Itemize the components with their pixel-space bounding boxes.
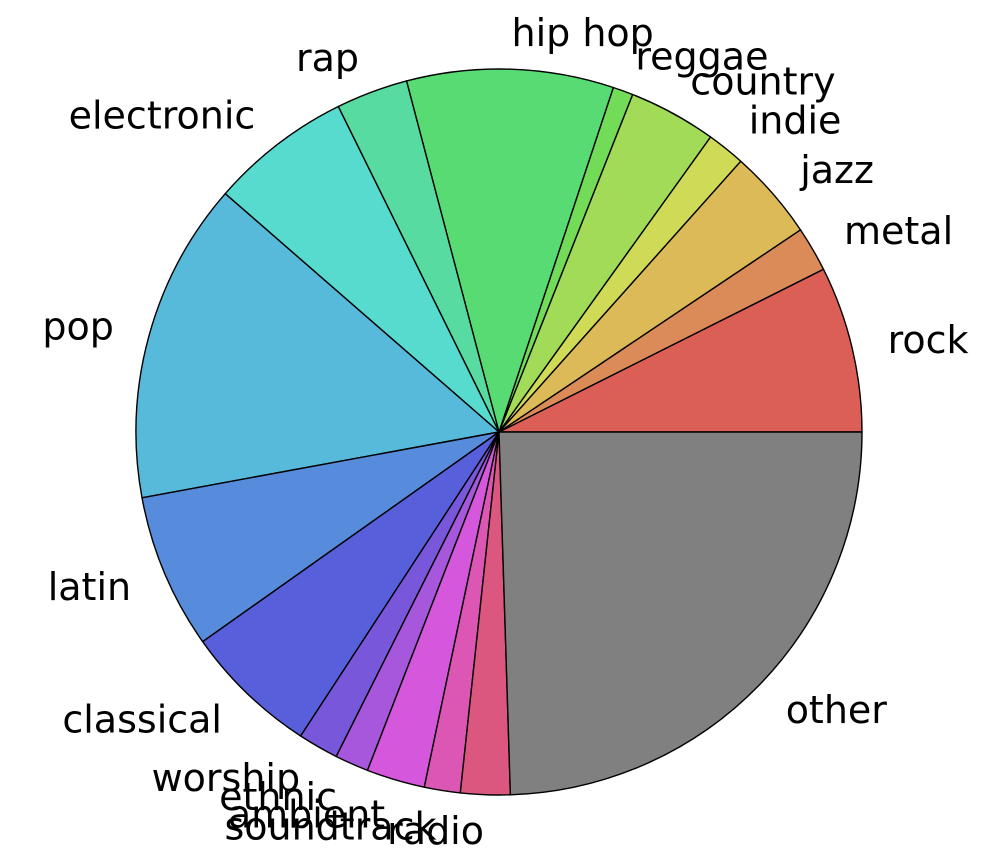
- slice-label-other: other: [786, 688, 888, 732]
- pie-slice-other: [498, 431, 863, 796]
- slice-label-soundtrack: soundtrack: [224, 804, 436, 848]
- pie-slice-pop: [135, 192, 500, 499]
- slice-label-worship: worship: [152, 756, 301, 800]
- slice-label-electronic: electronic: [69, 94, 256, 138]
- slice-label-ethnic: ethnic: [219, 775, 337, 819]
- slice-label-classical: classical: [62, 698, 222, 742]
- slice-label-latin: latin: [48, 565, 131, 609]
- slice-label-metal: metal: [844, 209, 953, 253]
- pie-slice-rock: [498, 268, 863, 433]
- slice-label-ambient: ambient: [228, 793, 385, 837]
- pie-slice-classical: [201, 431, 500, 737]
- slice-label-indie: indie: [749, 98, 842, 142]
- slice-label-rap: rap: [296, 36, 359, 80]
- pie-slice-hip-hop: [405, 68, 615, 433]
- pie-slice-electronic: [224, 105, 500, 433]
- slice-label-country: country: [690, 60, 835, 104]
- pie-slice-latin: [141, 431, 500, 643]
- slice-label-radio: radio: [387, 809, 484, 853]
- slice-label-reggae: reggae: [635, 35, 768, 79]
- slice-label-jazz: jazz: [799, 148, 874, 192]
- slice-label-pop: pop: [42, 305, 114, 349]
- pie-slices: [135, 68, 863, 796]
- slice-label-hip-hop: hip hop: [512, 11, 654, 55]
- slice-label-rock: rock: [888, 318, 969, 362]
